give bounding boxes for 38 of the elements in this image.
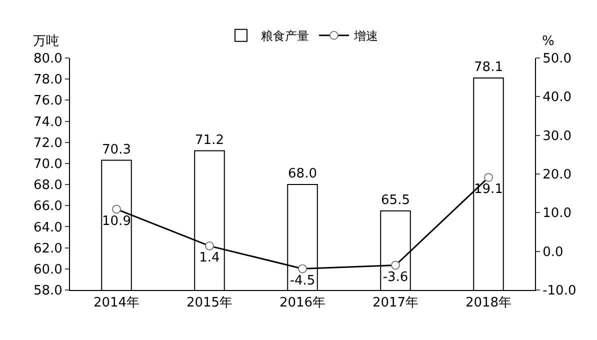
x-tick-label: 2017年	[372, 296, 419, 311]
y-tick-label: 74.0	[33, 114, 62, 130]
x-tick-label: 2015年	[186, 296, 233, 311]
y-tick-label: 64.0	[33, 220, 62, 236]
y-tick-label: 68.0	[33, 178, 62, 194]
data-label: 68.0	[288, 166, 317, 182]
y-tick-label: 70.0	[33, 157, 62, 172]
data-label: 70.3	[102, 142, 131, 158]
data-label: -4.5	[290, 273, 316, 288]
y2-tick-label: 30.0	[542, 128, 572, 144]
data-label: 19.1	[474, 182, 503, 198]
y-tick-label: 60.0	[33, 262, 62, 278]
y2-tick-label: 50.0	[542, 52, 572, 67]
y-tick-label: 58.0	[33, 284, 62, 299]
y2-axis-title: %	[542, 34, 554, 49]
data-label: 71.2	[195, 132, 224, 148]
data-label: 1.4	[199, 250, 220, 266]
y-tick-label: 76.0	[33, 94, 62, 109]
y2-tick-label: 10.0	[542, 206, 572, 222]
data-label: 10.9	[102, 214, 131, 229]
y-tick-label: 80.0	[33, 52, 62, 67]
y2-tick-label: 0.0	[542, 244, 564, 260]
y-axis-title: 万吨	[33, 34, 59, 49]
y-tick-label: 72.0	[33, 136, 62, 151]
y2-tick-label: 40.0	[542, 90, 572, 106]
data-label: 78.1	[474, 60, 503, 76]
y2-tick-label: -10.0	[542, 284, 576, 299]
legend-label: 增速	[353, 29, 378, 44]
data-label: -3.6	[382, 270, 408, 285]
data-label: 65.5	[381, 192, 410, 208]
y-tick-label: 78.0	[33, 72, 62, 88]
x-tick-label: 2018年	[465, 296, 512, 311]
x-tick-label: 2016年	[279, 296, 326, 311]
y2-tick-label: 20.0	[542, 168, 572, 183]
x-tick-label: 2014年	[93, 296, 140, 311]
legend-label: 粮食产量	[261, 29, 309, 44]
y-tick-label: 66.0	[33, 199, 62, 214]
y-tick-label: 62.0	[33, 241, 62, 256]
